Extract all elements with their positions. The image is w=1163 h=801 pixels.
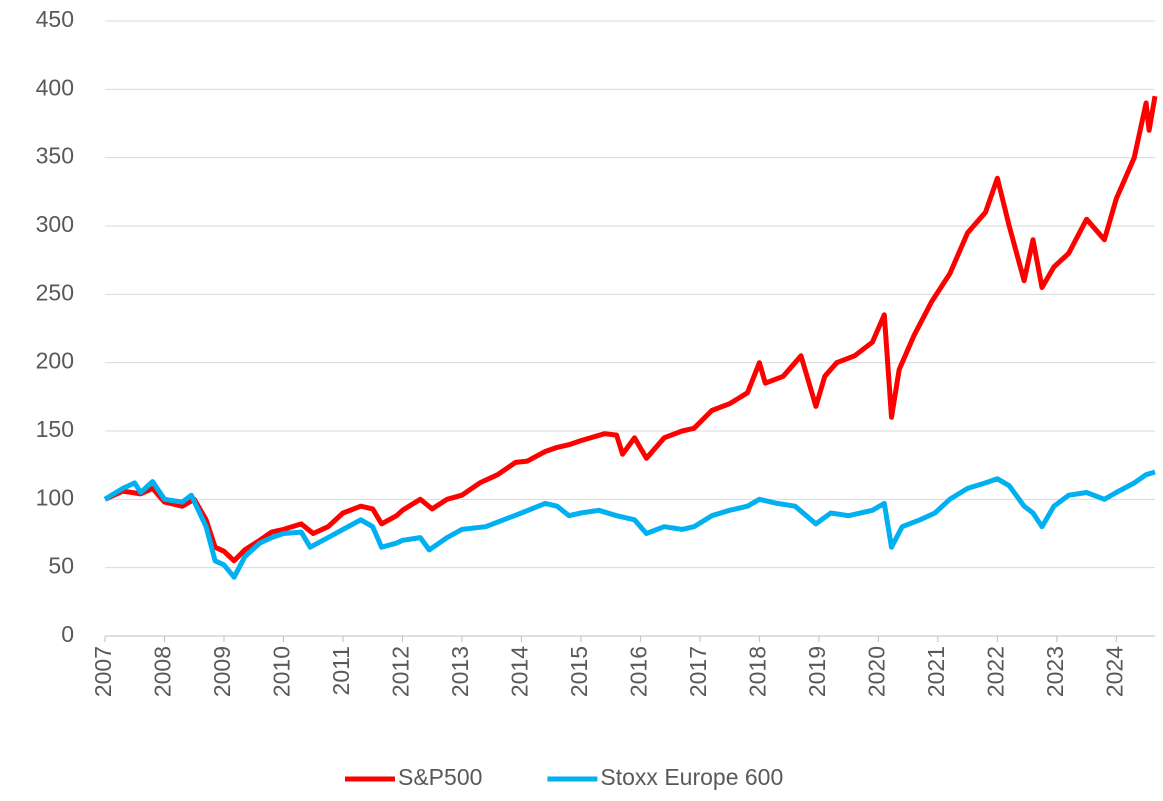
x-tick-label: 2014 xyxy=(507,646,533,697)
x-tick-label: 2020 xyxy=(863,646,889,697)
x-tick-label: 2007 xyxy=(90,646,116,697)
x-tick-label: 2019 xyxy=(804,646,830,697)
y-tick-label: 450 xyxy=(36,6,74,32)
x-tick-label: 2016 xyxy=(625,646,651,697)
x-tick-label: 2021 xyxy=(923,646,949,697)
legend-label: S&P500 xyxy=(398,764,482,790)
x-tick-label: 2018 xyxy=(744,646,770,697)
x-tick-label: 2012 xyxy=(388,646,414,697)
x-tick-label: 2011 xyxy=(328,646,354,695)
y-tick-label: 50 xyxy=(48,553,74,579)
y-tick-label: 400 xyxy=(36,74,74,100)
x-tick-label: 2013 xyxy=(447,646,473,697)
y-tick-label: 0 xyxy=(61,621,74,647)
x-tick-label: 2009 xyxy=(209,646,235,697)
series-line xyxy=(103,95,1158,564)
y-tick-label: 100 xyxy=(36,484,74,510)
x-tick-label: 2010 xyxy=(269,646,295,697)
y-tick-label: 250 xyxy=(36,279,74,305)
x-tick-label: 2023 xyxy=(1042,646,1068,697)
y-tick-label: 300 xyxy=(36,211,74,237)
series-line xyxy=(103,469,1156,580)
y-tick-label: 150 xyxy=(36,416,74,442)
y-tick-label: 350 xyxy=(36,143,74,169)
x-tick-label: 2008 xyxy=(150,646,176,697)
x-tick-label: 2017 xyxy=(685,646,711,697)
x-tick-label: 2024 xyxy=(1101,646,1127,697)
y-tick-label: 200 xyxy=(36,348,74,374)
x-tick-label: 2015 xyxy=(566,646,592,697)
x-tick-label: 2022 xyxy=(982,646,1008,697)
legend-label: Stoxx Europe 600 xyxy=(600,764,783,790)
